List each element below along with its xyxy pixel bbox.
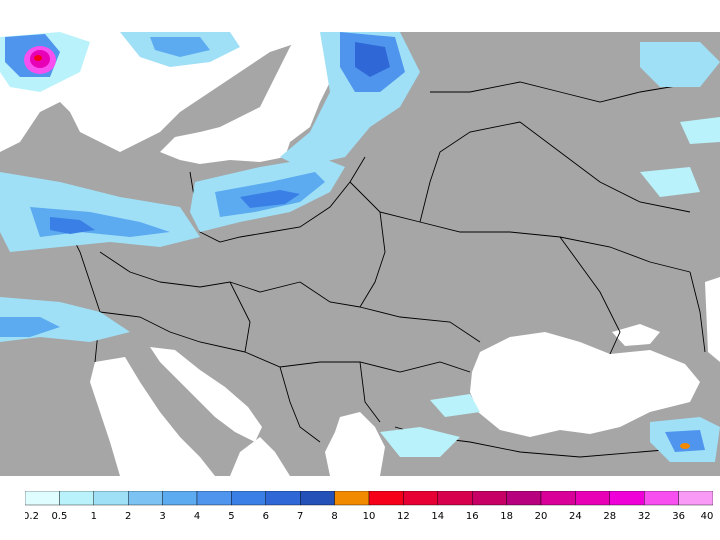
precip-area bbox=[640, 42, 720, 87]
border-line bbox=[379, 211, 691, 273]
legend-label: 12 bbox=[397, 511, 410, 522]
legend-label: 5 bbox=[228, 511, 234, 522]
precip-area bbox=[150, 37, 210, 57]
sea-areas bbox=[0, 32, 720, 476]
legend-label: 1 bbox=[91, 511, 97, 522]
legend-swatch bbox=[127, 491, 163, 506]
legend-swatch bbox=[300, 491, 335, 506]
border-line bbox=[349, 181, 386, 308]
legend-label: 32 bbox=[638, 511, 651, 522]
precip-area bbox=[0, 317, 60, 337]
precip-area bbox=[355, 42, 390, 77]
legend-swatch bbox=[437, 491, 473, 506]
baltic-sea bbox=[160, 32, 340, 164]
ionian-sea bbox=[230, 437, 290, 476]
legend-swatch bbox=[609, 491, 645, 506]
legend-label: 10 bbox=[363, 511, 376, 522]
legend-label: 40 bbox=[701, 511, 713, 522]
legend-label: 6 bbox=[263, 511, 269, 522]
legend-swatch bbox=[540, 491, 576, 506]
legend-swatch bbox=[678, 491, 713, 506]
legend-swatch bbox=[472, 491, 507, 506]
border-line bbox=[419, 121, 521, 223]
precip-area bbox=[380, 427, 460, 457]
precip-area bbox=[665, 430, 705, 452]
legend-label: 20 bbox=[535, 511, 548, 522]
legend-label: 28 bbox=[603, 511, 616, 522]
legend-swatch bbox=[575, 491, 611, 506]
legend-swatch bbox=[231, 491, 266, 506]
precip-area bbox=[430, 394, 480, 417]
legend-swatch bbox=[334, 491, 370, 506]
border-line bbox=[519, 121, 691, 213]
legend-label: 2 bbox=[125, 511, 131, 522]
border-line bbox=[229, 281, 301, 293]
legend-label: 3 bbox=[159, 511, 165, 522]
precipitation-map bbox=[0, 32, 720, 476]
border-line bbox=[430, 81, 701, 103]
caspian-sea bbox=[705, 277, 720, 362]
legend-label: 24 bbox=[569, 511, 582, 522]
legend-swatch bbox=[25, 491, 60, 506]
precip-area bbox=[34, 55, 42, 61]
adriatic-sea bbox=[150, 347, 262, 442]
border-line bbox=[99, 311, 246, 353]
precipitation-patches bbox=[0, 32, 720, 462]
border-line bbox=[689, 271, 706, 353]
sea-of-azov bbox=[612, 324, 660, 346]
black-sea bbox=[470, 332, 700, 437]
border-line bbox=[359, 306, 481, 343]
border-line bbox=[559, 236, 621, 355]
legend: 0.2 0.5 1 2 3 4 5 6 7 8 10 12 14 16 18 20 24 28 32 36 40 bbox=[25, 491, 713, 522]
legend-label: 16 bbox=[466, 511, 479, 522]
legend-label: 7 bbox=[297, 511, 303, 522]
legend-label: 36 bbox=[672, 511, 685, 522]
precip-area bbox=[50, 217, 95, 234]
legend-label: 8 bbox=[331, 511, 337, 522]
legend-label: 18 bbox=[500, 511, 513, 522]
border-line bbox=[359, 361, 381, 423]
legend-swatch bbox=[644, 491, 679, 506]
precip-area bbox=[240, 190, 300, 208]
legend-label: 0.2 bbox=[25, 511, 39, 522]
precip-area bbox=[640, 167, 700, 197]
aegean-sea bbox=[325, 412, 385, 476]
legend-swatch bbox=[265, 491, 301, 506]
legend-labels: 0.2 0.5 1 2 3 4 5 6 7 8 10 12 14 16 18 20 24 28 32 36 40 bbox=[25, 511, 713, 522]
precip-area bbox=[680, 443, 690, 449]
legend-swatch bbox=[403, 491, 438, 506]
country-borders bbox=[59, 81, 706, 458]
legend-swatch bbox=[162, 491, 198, 506]
legend-swatch bbox=[93, 491, 129, 506]
legend-swatch bbox=[368, 491, 404, 506]
legend-swatch bbox=[196, 491, 232, 506]
border-line bbox=[299, 281, 361, 308]
border-line bbox=[99, 251, 161, 283]
legend-swatches bbox=[25, 491, 713, 506]
tyrrhenian-sea bbox=[90, 357, 215, 476]
legend-swatch bbox=[506, 491, 542, 506]
legend-label: 0.5 bbox=[51, 511, 67, 522]
legend-label: 14 bbox=[431, 511, 444, 522]
legend-label: 4 bbox=[194, 511, 200, 522]
legend-swatch bbox=[59, 491, 95, 506]
border-line bbox=[159, 281, 251, 353]
precip-area bbox=[680, 117, 720, 144]
border-line bbox=[279, 366, 321, 443]
